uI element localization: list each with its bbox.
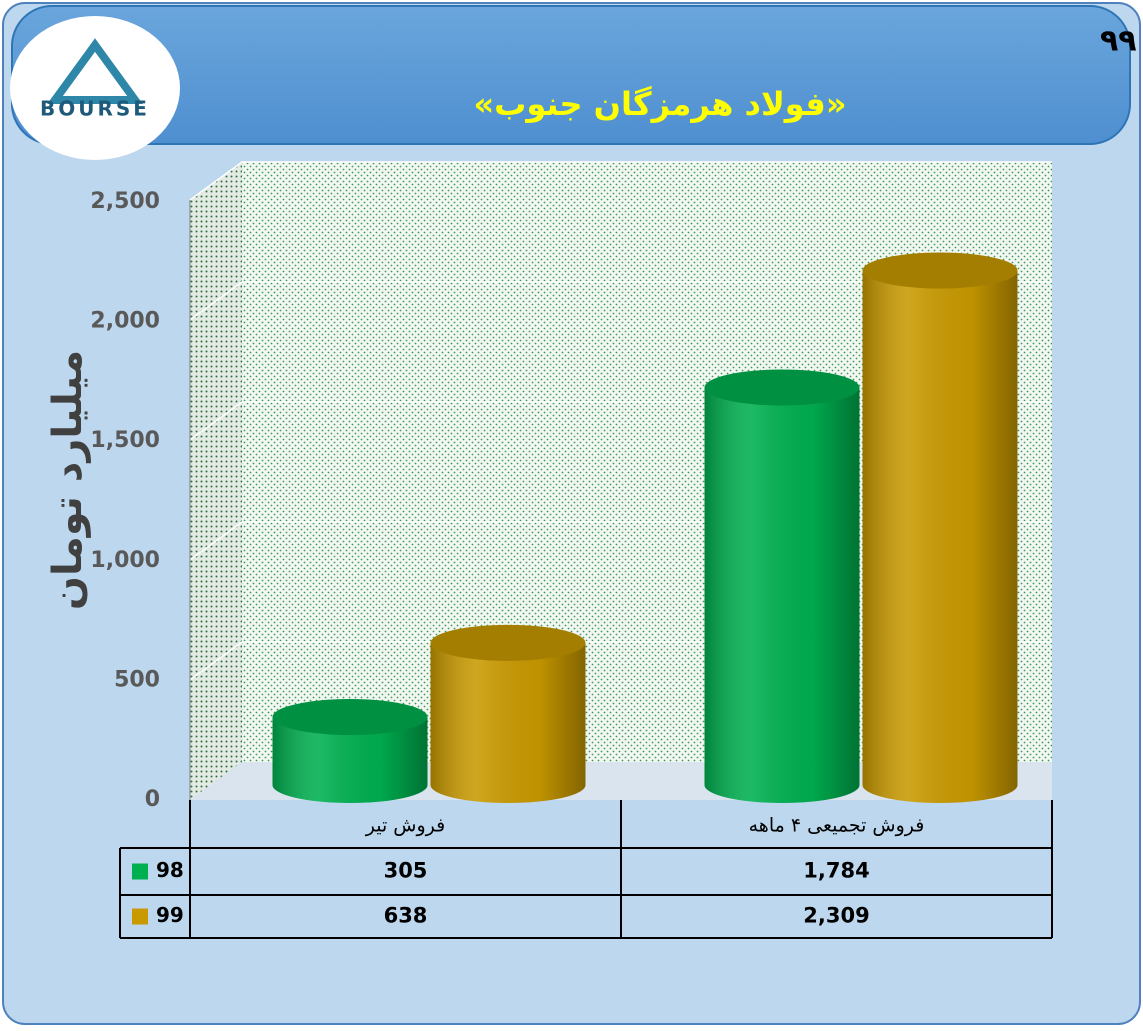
cylinder-top-shade (704, 369, 860, 406)
chart-title: گزارش فروش ریالی ماهانه و ۴ ماهه منتهی ب… (1100, 23, 1143, 59)
cylinder-top-shade (862, 252, 1018, 289)
x-tick-label: فروش تیر (365, 815, 445, 837)
side-wall (190, 162, 242, 800)
legend-label: 98 (156, 858, 184, 882)
grid-line (189, 281, 1052, 321)
data-label: 1,784 (803, 859, 869, 883)
cylinder-top-shade (430, 624, 586, 661)
legend-label: 99 (156, 903, 184, 927)
cylinder (430, 624, 586, 803)
legend-swatch (132, 908, 148, 925)
logo-text: BOURSE (40, 97, 150, 121)
chart-subtitle: «فولاد هرمزگان جنوب» (474, 85, 847, 123)
y-axis-label: میلیارد تومان (45, 350, 91, 610)
data-label: 305 (384, 859, 428, 883)
y-tick-label: 2,500 (90, 189, 160, 214)
bar-shade (430, 642, 586, 803)
header-band (11, 5, 1131, 145)
y-tick-label: 500 (114, 667, 160, 692)
x-tick-label: فروش تجمیعی ۴ ماهه (749, 815, 925, 837)
cylinder-top (272, 699, 428, 736)
cylinder (272, 699, 428, 803)
logo-mark (47, 38, 143, 104)
y-tick-label: 1,000 (90, 548, 160, 573)
cylinder-top (430, 624, 586, 661)
data-label: 2,309 (803, 904, 869, 928)
cylinder (862, 252, 1018, 803)
y-tick-label: 0 (145, 787, 160, 812)
grid-line (189, 161, 1052, 201)
y-tick-label: 2,000 (90, 309, 160, 334)
logo-bg (10, 16, 180, 160)
legend-swatch (132, 863, 148, 880)
cylinder (704, 369, 860, 803)
data-label: 638 (384, 904, 428, 928)
cylinder-top (862, 252, 1018, 289)
bar-shade (862, 270, 1018, 803)
y-tick-label: 1,500 (90, 428, 160, 453)
bar-shade (272, 717, 428, 803)
bar-shade (704, 387, 860, 803)
cylinder-top (704, 369, 860, 406)
cylinder-top-shade (272, 699, 428, 736)
